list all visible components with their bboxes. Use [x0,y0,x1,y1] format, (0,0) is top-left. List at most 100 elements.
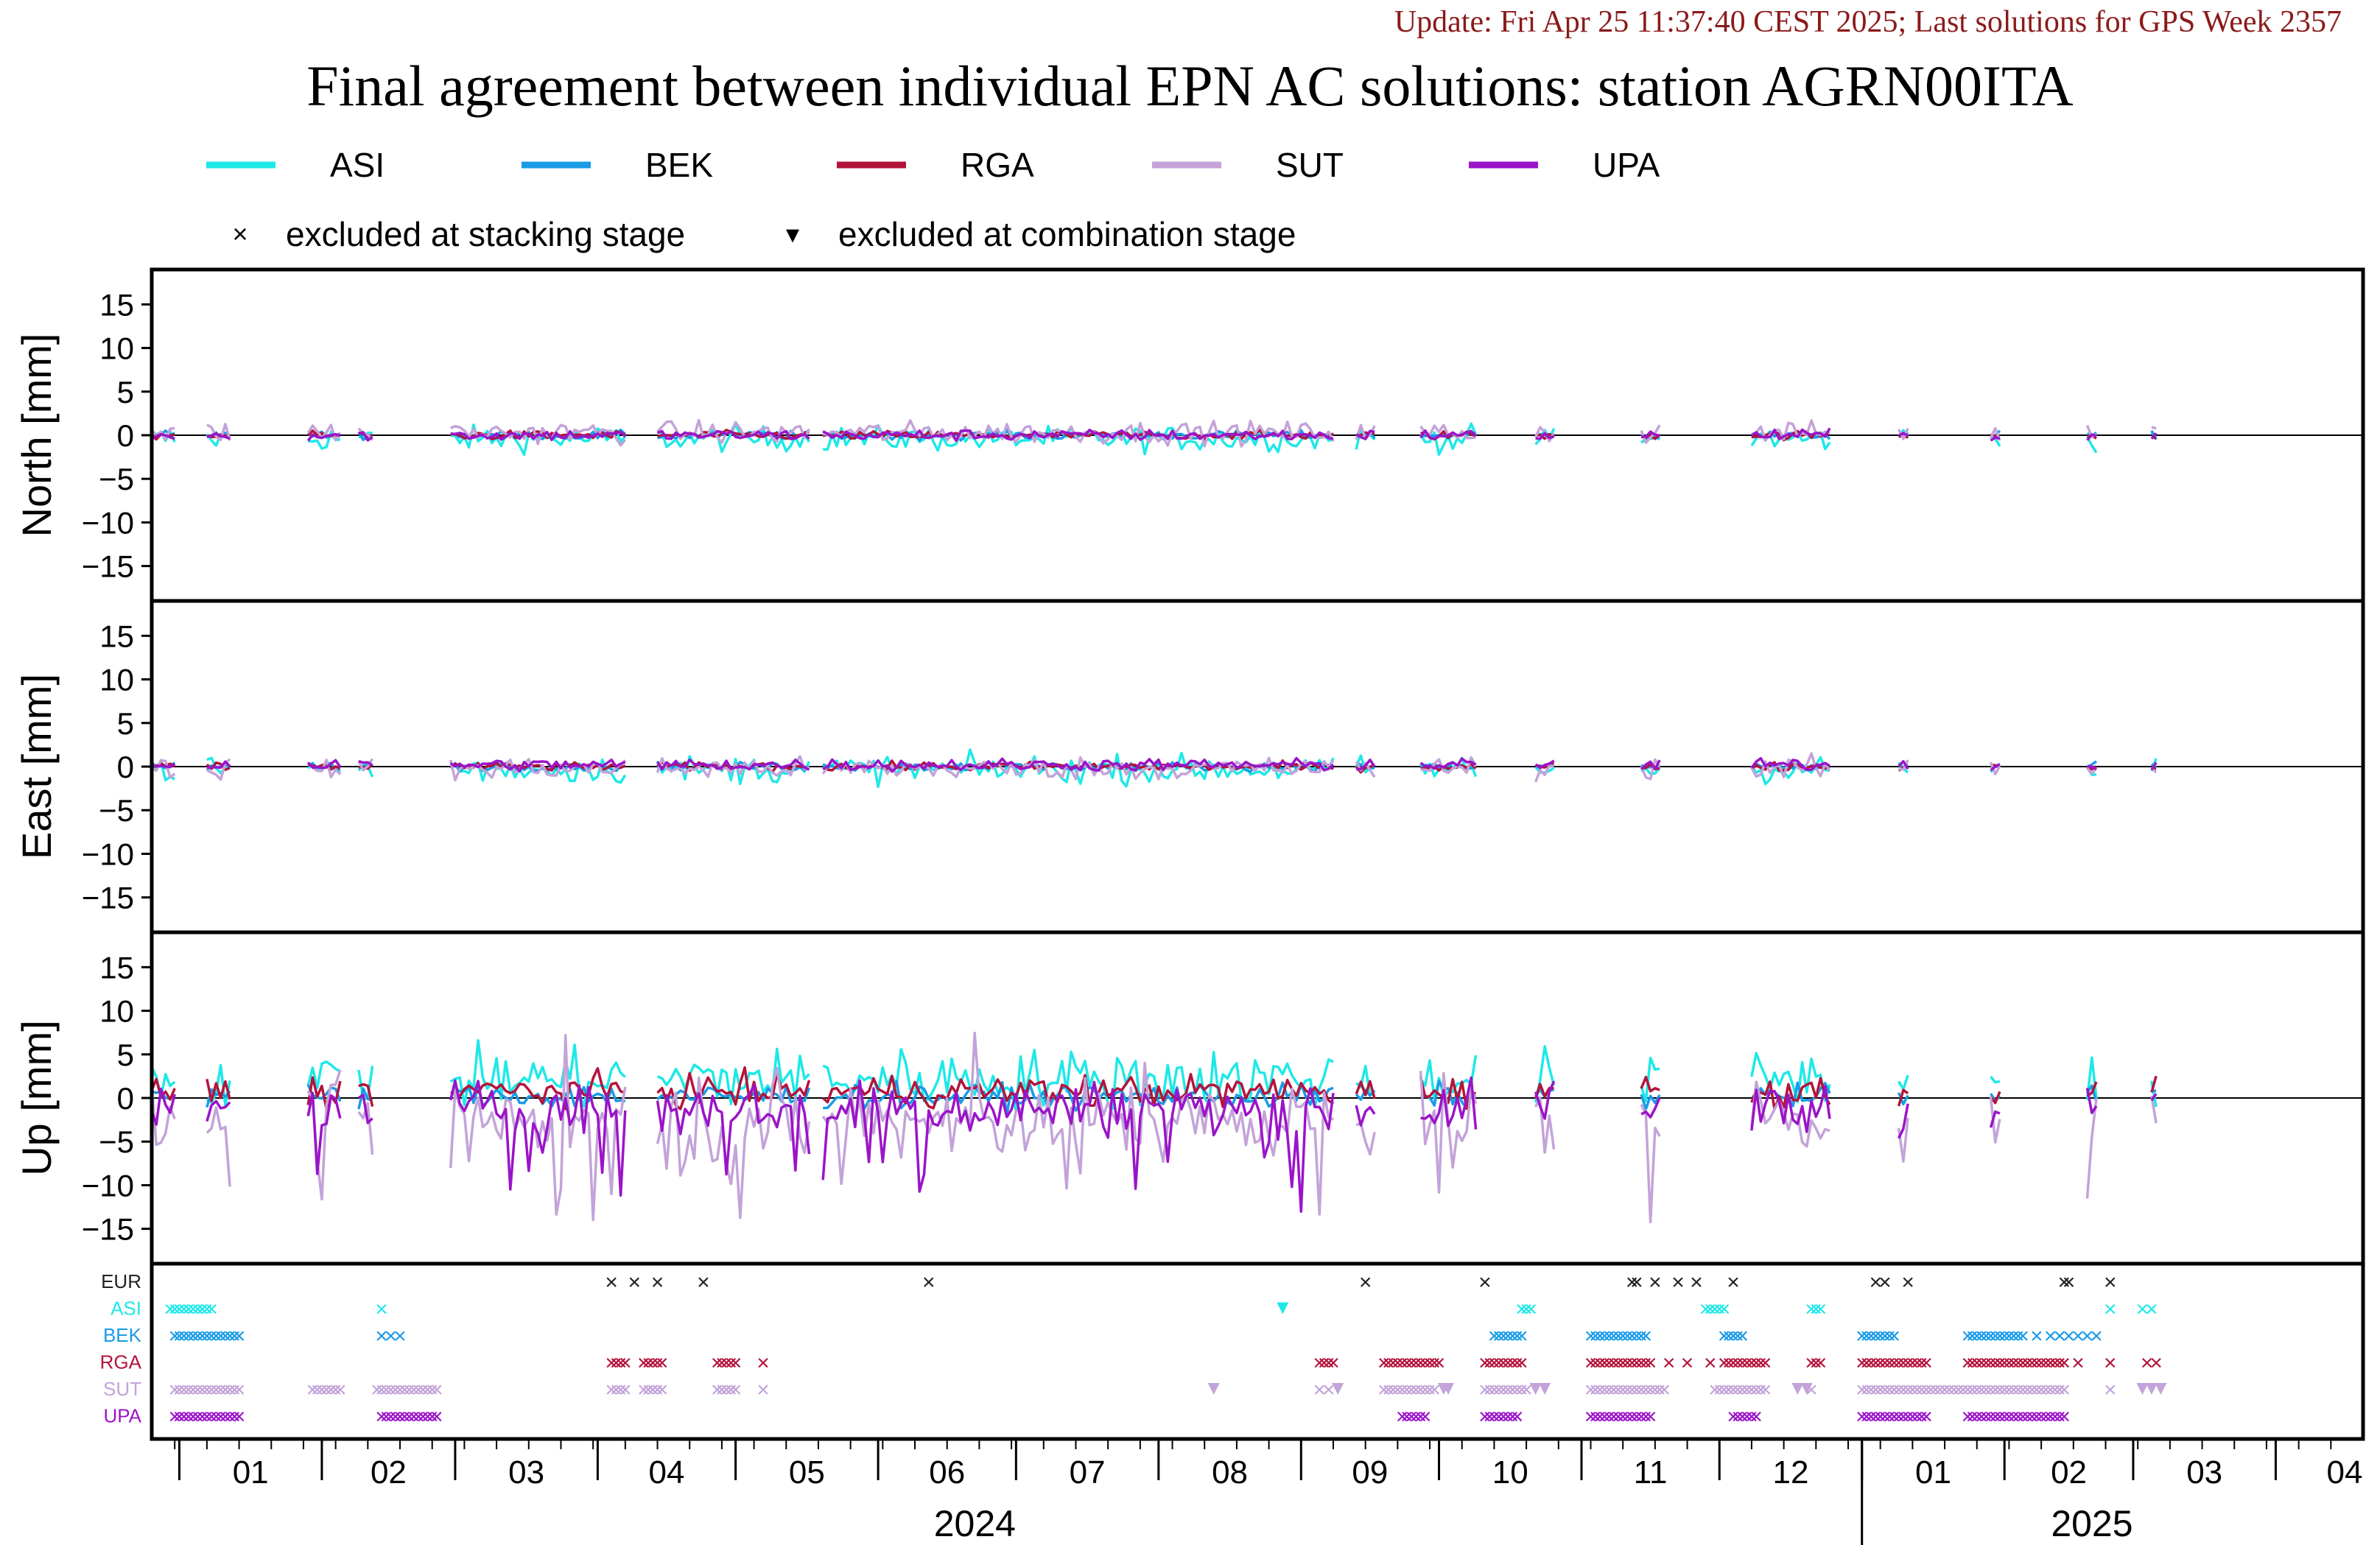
y-tick-label: −15 [82,549,134,584]
exclusion-mark-stacking: × [178,1405,191,1429]
exclusion-mark-stacking: × [1970,1324,1984,1348]
series-line-rga [1419,1077,1477,1111]
exclusion-mark-stacking: × [1478,1351,1492,1376]
legend-marker-combination: ▾ [786,219,799,249]
exclusion-mark-stacking: × [311,1378,324,1402]
series-line-bek [1640,1094,1661,1111]
exclusion-mark-stacking: × [210,1405,223,1429]
exclusion-mark-stacking: × [1948,1378,1961,1402]
exclusion-mark-stacking: × [1915,1405,1928,1429]
y-tick-label: 0 [117,418,134,453]
series-line-sut [206,423,231,442]
x-month-label: 05 [789,1454,825,1491]
exclusion-mark-stacking: × [1492,1324,1506,1348]
exclusion-mark-stacking: × [725,1351,738,1376]
exclusion-mark-stacking: × [398,1405,411,1429]
exclusion-mark-stacking: × [205,1378,218,1402]
exclusion-mark-stacking: × [1400,1405,1414,1429]
series-line-sut [1750,1080,1830,1148]
series-line-bek [1355,1088,1376,1101]
exclusion-mark-stacking: × [1704,1351,1717,1376]
exclusion-mark-stacking: × [1745,1378,1758,1402]
exclusion-mark-stacking: × [605,1351,618,1376]
exclusion-mark-stacking: × [1938,1378,1951,1402]
exclusion-mark-stacking: × [628,1270,642,1295]
series-line-upa [450,429,627,442]
exclusion-mark-stacking: × [1736,1405,1749,1429]
exclusion-mark-stacking: × [2063,1324,2076,1348]
series-line-upa [656,759,810,771]
exclusion-mark-stacking: × [228,1378,242,1402]
exclusion-mark-stacking: × [1478,1270,1492,1295]
exclusion-mark-stacking: × [1644,1378,1657,1402]
exclusion-mark-stacking: × [1805,1351,1818,1376]
series-line-asi [1898,1074,1909,1091]
y-tick-label: 10 [99,994,134,1029]
series-line-asi [656,1047,810,1106]
exclusion-mark-stacking: × [1718,1324,1731,1348]
exclusion-mark-stacking: × [2016,1405,2029,1429]
exclusion-mark-stacking: × [647,1351,660,1376]
exclusion-mark-stacking: × [1966,1405,1979,1429]
exclusion-mark-stacking: × [757,1378,770,1402]
exclusion-mark-stacking: × [1658,1378,1671,1402]
series-line-sut [1355,1122,1376,1156]
exclusion-mark-stacking: × [1414,1405,1428,1429]
exclusion-mark-stacking: × [1616,1405,1629,1429]
exclusion-mark-stacking: × [1525,1298,1538,1322]
panel-north [141,267,2365,603]
exclusion-mark-stacking: × [375,1298,388,1322]
exclusion-mark-stacking: × [1584,1351,1598,1376]
exclusion-mark-stacking: × [642,1351,655,1376]
exclusion-mark-stacking: × [173,1324,186,1348]
exclusion-mark-stacking: × [186,1298,200,1322]
exclusion-mark-stacking: × [1718,1351,1731,1376]
exclusion-mark-stacking: × [2026,1405,2039,1429]
exclusion-mark-stacking: × [610,1351,623,1376]
exclusion-mark-stacking: × [1961,1405,1974,1429]
series-line-sut [1989,761,2001,775]
exclusion-mark-stacking: × [380,1405,393,1429]
exclusion-mark-stacking: × [1911,1351,1924,1376]
exclusion-mark-combination [1207,1383,1220,1395]
exclusion-mark-stacking: × [1386,1378,1400,1402]
series-line-upa [822,429,1334,443]
series-line-upa [2085,1088,2098,1114]
exclusion-mark-stacking: × [398,1378,411,1402]
exclusion-mark-stacking: × [2145,1298,2158,1322]
exclusion-mark-stacking: × [1874,1405,1887,1429]
exclusion-mark-stacking: × [715,1378,729,1402]
series-line-sut [1640,1104,1661,1224]
exclusion-mark-stacking: × [1805,1298,1818,1322]
exclusion-mark-stacking: × [1478,1378,1492,1402]
exclusion-mark-stacking: × [1626,1324,1639,1348]
exclusion-mark-stacking: × [168,1405,181,1429]
series-line-upa [306,1091,342,1175]
exclusion-mark-stacking: × [647,1378,660,1402]
exclusion-mark-stacking: × [1906,1378,1920,1402]
exclusion-mark-stacking: × [1883,1351,1896,1376]
exclusion-mark-stacking: × [1892,1378,1906,1402]
exclusion-mark-stacking: × [614,1351,628,1376]
exclusion-mark-stacking: × [385,1378,398,1402]
y-tick-label: 5 [117,1038,134,1072]
x-month-label: 09 [1352,1454,1388,1491]
exclusion-mark-stacking: × [1998,1378,2011,1402]
exclusion-mark-stacking: × [1722,1351,1735,1376]
exclusion-mark-stacking: × [1488,1378,1501,1402]
exclusion-mark-stacking: × [416,1405,429,1429]
series-line-upa [358,760,373,767]
series-line-rga [1355,763,1375,774]
exclusion-mark-stacking: × [1864,1324,1878,1348]
exclusion-mark-stacking: × [2040,1405,2053,1429]
exclusion-mark-stacking: × [1621,1324,1635,1348]
exclusion-mark-stacking: × [1414,1351,1428,1376]
exclusion-mark-stacking: × [1497,1351,1510,1376]
y-tick-label: 5 [117,706,134,741]
exclusion-mark-stacking: × [1906,1405,1920,1429]
series-line-rga [822,1072,1335,1110]
series-line-sut [1640,758,1661,781]
exclusion-mark-stacking: × [2058,1351,2071,1376]
exclusion-mark-stacking: × [1897,1351,1910,1376]
exclusion-mark-stacking: × [651,1270,664,1295]
